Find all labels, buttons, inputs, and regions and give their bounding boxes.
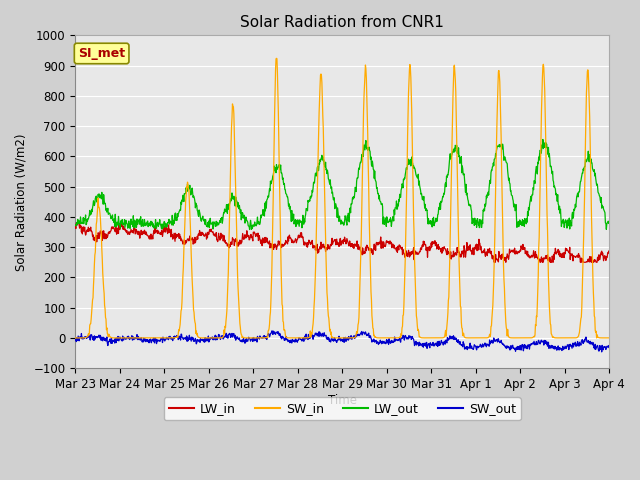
Text: SI_met: SI_met [78, 47, 125, 60]
Y-axis label: Solar Radiation (W/m2): Solar Radiation (W/m2) [15, 133, 28, 271]
X-axis label: Time: Time [328, 394, 356, 407]
Legend: LW_in, SW_in, LW_out, SW_out: LW_in, SW_in, LW_out, SW_out [164, 397, 521, 420]
Title: Solar Radiation from CNR1: Solar Radiation from CNR1 [241, 15, 444, 30]
